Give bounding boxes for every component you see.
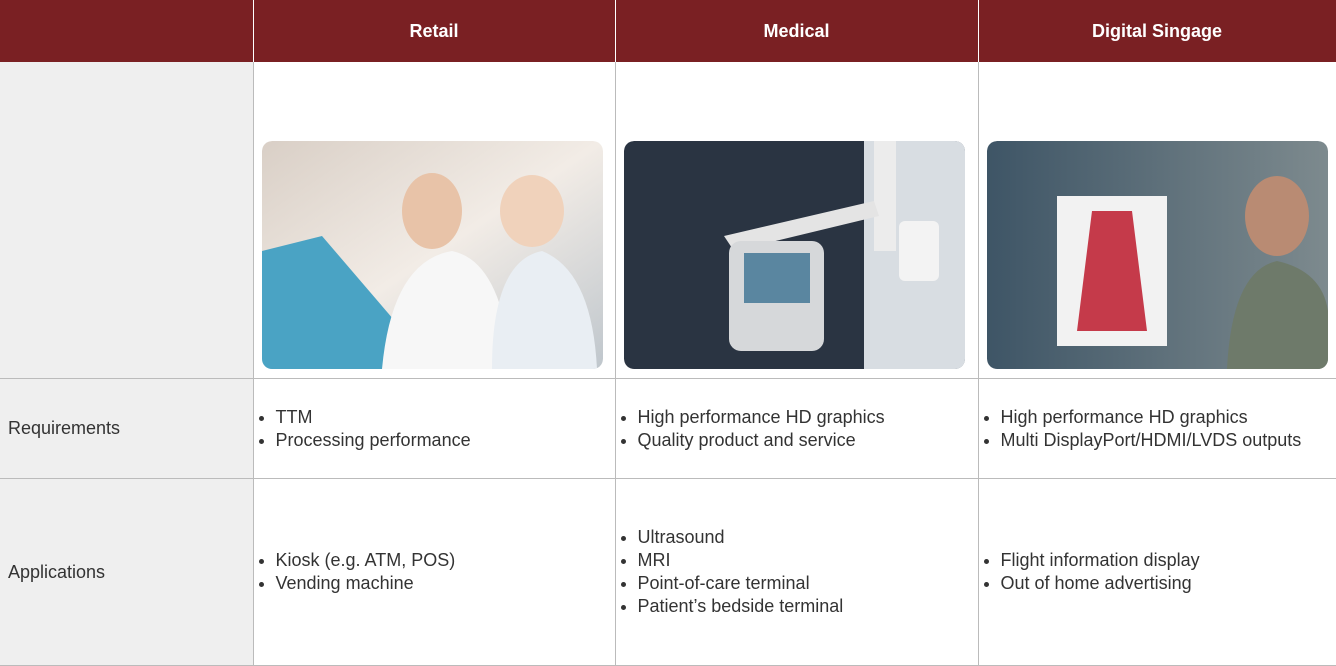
row-label xyxy=(0,62,254,379)
bullet-item: MRI xyxy=(638,549,978,572)
body-row: Requirements TTMProcessing performance H… xyxy=(0,378,1336,479)
column-header: Medical xyxy=(615,0,979,62)
cell: High performance HD graphicsMulti Displa… xyxy=(978,378,1336,479)
bullet-item: Flight information display xyxy=(1001,549,1336,572)
cell: TTMProcessing performance xyxy=(253,378,616,479)
bullet-item: Ultrasound xyxy=(638,526,978,549)
column-header: Retail xyxy=(253,0,616,62)
image-cell xyxy=(978,62,1336,379)
bullet-item: Out of home advertising xyxy=(1001,572,1336,595)
bullet-item: Multi DisplayPort/HDMI/LVDS outputs xyxy=(1001,429,1336,452)
bullet-list: UltrasoundMRIPoint-of-care terminalPatie… xyxy=(624,526,978,618)
bullet-list: TTMProcessing performance xyxy=(262,406,615,452)
image-cell xyxy=(615,62,979,379)
row-label: Applications xyxy=(0,478,254,666)
bullet-item: High performance HD graphics xyxy=(1001,406,1336,429)
bullet-list: High performance HD graphicsQuality prod… xyxy=(624,406,978,452)
cell: Kiosk (e.g. ATM, POS)Vending machine xyxy=(253,478,616,666)
image-cell xyxy=(253,62,616,379)
bullet-list: Flight information displayOut of home ad… xyxy=(987,549,1336,595)
cell: UltrasoundMRIPoint-of-care terminalPatie… xyxy=(615,478,979,666)
body-row: Applications Kiosk (e.g. ATM, POS)Vendin… xyxy=(0,478,1336,666)
bullet-item: Kiosk (e.g. ATM, POS) xyxy=(276,549,615,572)
bullet-item: Quality product and service xyxy=(638,429,978,452)
cell: Flight information displayOut of home ad… xyxy=(978,478,1336,666)
header-row: Retail Medical Digital Singage xyxy=(0,0,1336,62)
bullet-list: Kiosk (e.g. ATM, POS)Vending machine xyxy=(262,549,615,595)
bullet-item: Point-of-care terminal xyxy=(638,572,978,595)
bullet-item: Processing performance xyxy=(276,429,615,452)
medical-photo xyxy=(623,141,965,369)
corner xyxy=(0,0,254,62)
bullet-item: Vending machine xyxy=(276,572,615,595)
cell: High performance HD graphicsQuality prod… xyxy=(615,378,979,479)
column-header: Digital Singage xyxy=(978,0,1336,62)
bullet-list: High performance HD graphicsMulti Displa… xyxy=(987,406,1336,452)
signage-photo xyxy=(986,141,1328,369)
bullet-item: TTM xyxy=(276,406,615,429)
row-label: Requirements xyxy=(0,378,254,479)
bullet-item: High performance HD graphics xyxy=(638,406,978,429)
image-row xyxy=(0,62,1336,379)
retail-photo xyxy=(261,141,603,369)
bullet-item: Patient’s bedside terminal xyxy=(638,595,978,618)
